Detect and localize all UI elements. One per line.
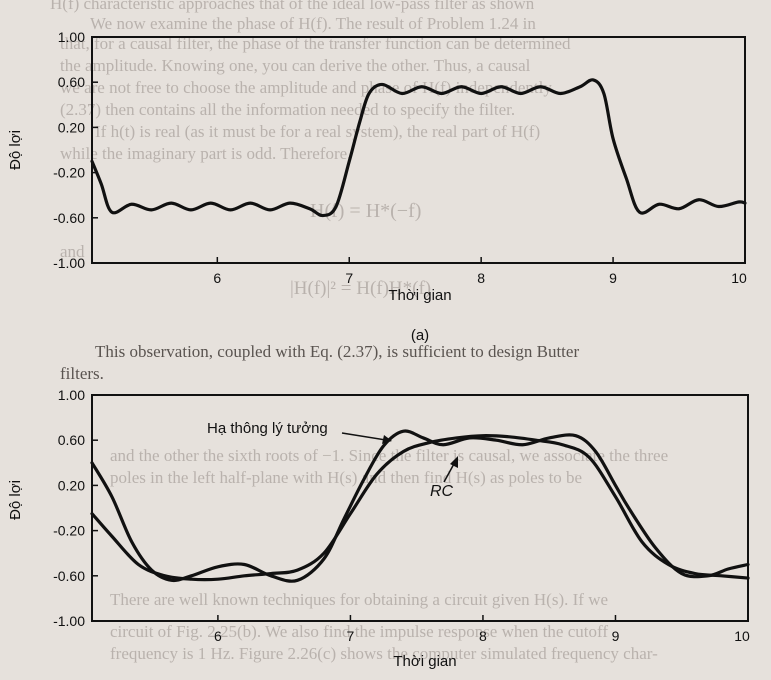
y-tick-label: -0.60 (53, 568, 85, 584)
y-tick-label: 0.20 (58, 477, 85, 493)
rc-label: RC (430, 483, 454, 500)
y-tick-label: 0.20 (58, 119, 85, 135)
y-tick-label: -0.20 (53, 165, 85, 181)
ideal-lowpass-line (90, 429, 750, 583)
chart-b: 1.00 0.60 0.20 -0.20 -0.60 -1.00 6 7 8 9 10 Hạ th… (7, 387, 750, 670)
y-tick-label: -1.00 (53, 613, 85, 629)
y-axis-ticks: 1.00 0.60 0.20 -0.20 -0.60 -1.00 (53, 387, 98, 629)
ideal-lowpass-arrow (341, 432, 387, 441)
x-tick-label: 7 (345, 270, 353, 286)
y-tick-label: 1.00 (58, 387, 85, 403)
x-tick-label: 8 (477, 270, 485, 286)
plot-frame (91, 394, 749, 622)
x-tick-label: 9 (609, 270, 617, 286)
y-tick-label: 1.00 (58, 29, 85, 45)
y-tick-label: -0.20 (53, 523, 85, 539)
y-tick-label: 0.60 (58, 432, 85, 448)
x-tick-label: 8 (479, 628, 487, 644)
series-line (90, 78, 747, 218)
x-tick-label: 6 (214, 628, 222, 644)
x-tick-label: 10 (731, 270, 747, 286)
x-axis-label: Thời gian (393, 653, 456, 670)
x-axis-ticks: 6 7 8 9 10 (214, 615, 750, 644)
y-tick-label: 0.60 (58, 74, 85, 90)
rc-line (90, 434, 750, 582)
plot-frame (91, 36, 746, 264)
x-axis-ticks: 6 7 8 9 10 (213, 257, 747, 286)
y-tick-label: -0.60 (53, 210, 85, 226)
x-axis-label: Thời gian (388, 287, 451, 304)
rc-arrowhead (450, 456, 458, 468)
x-tick-label: 6 (213, 270, 221, 286)
ideal-lowpass-label: Hạ thông lý tưởng (207, 420, 328, 437)
y-tick-label: -1.00 (53, 255, 85, 271)
x-tick-label: 9 (612, 628, 620, 644)
x-tick-label: 10 (734, 628, 750, 644)
chart-a: 1.00 0.60 0.20 -0.20 -0.60 -1.00 6 7 8 9 10 Độ lợ… (7, 29, 747, 344)
subfigure-label: (a) (411, 327, 429, 344)
y-axis-label: Độ lợi (7, 130, 24, 170)
y-axis-label: Độ lợi (7, 480, 24, 520)
ideal-lowpass-arrowhead (382, 435, 392, 444)
x-tick-label: 7 (347, 628, 355, 644)
